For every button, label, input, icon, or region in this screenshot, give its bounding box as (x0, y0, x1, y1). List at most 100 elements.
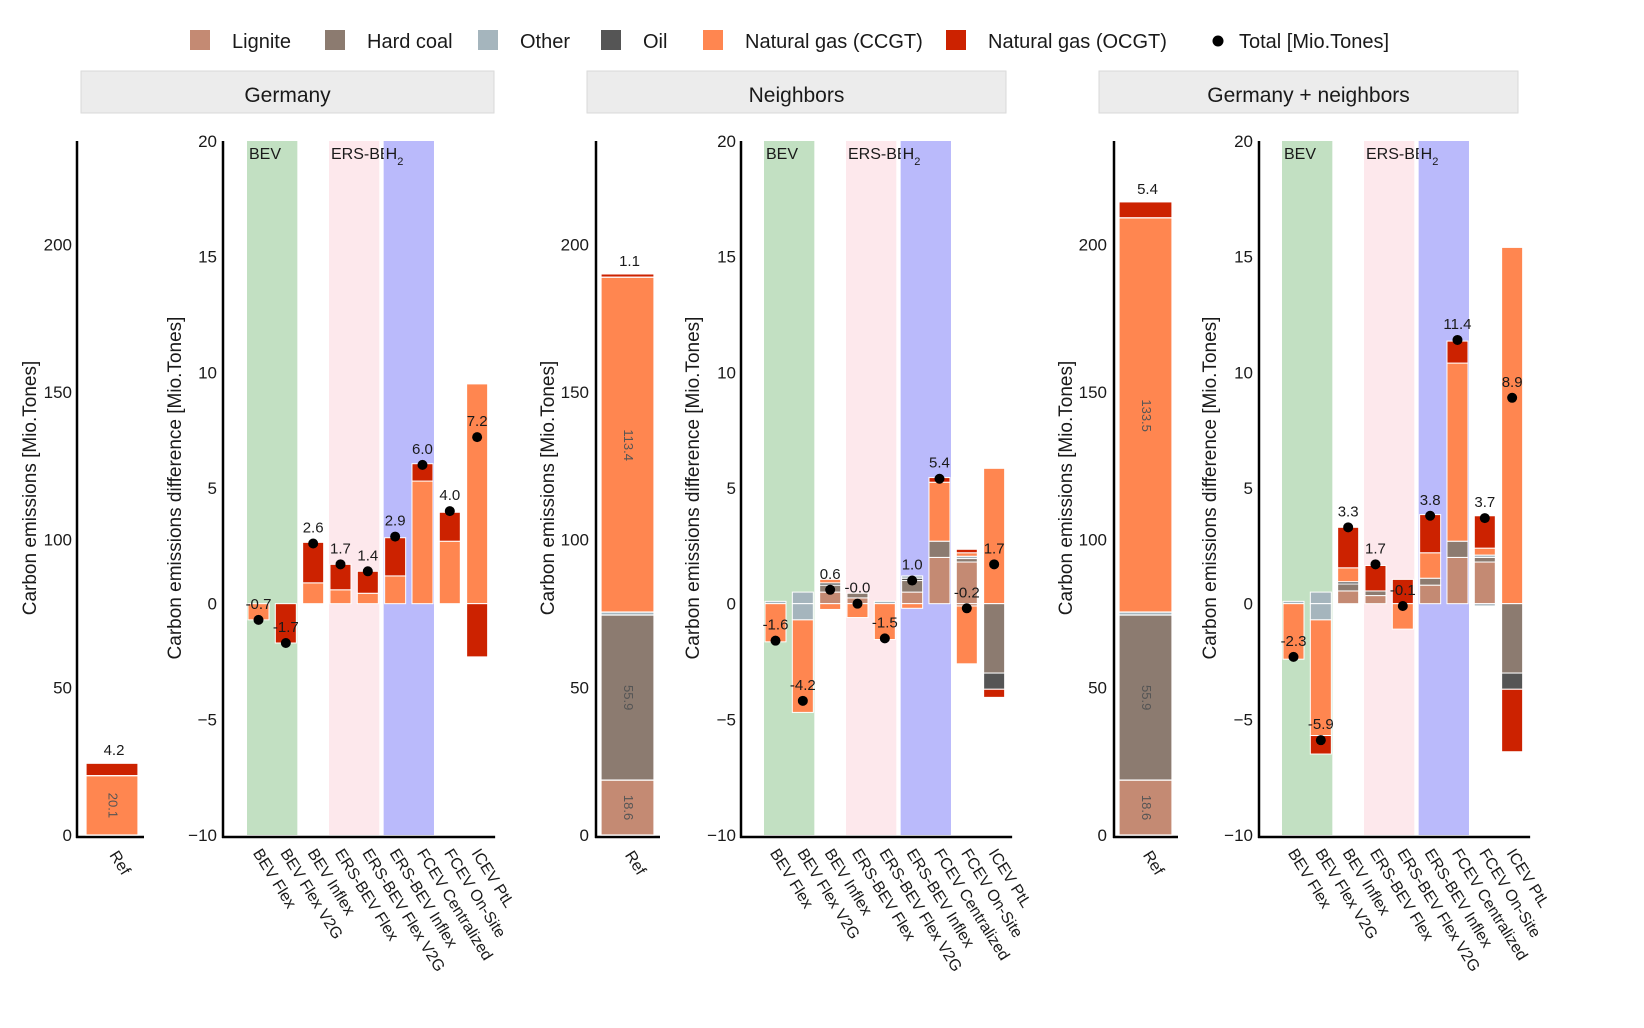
total-label: -1.6 (763, 617, 789, 634)
legend-label-lignite: Lignite (232, 31, 291, 53)
ref-segment-ocgt (1118, 201, 1173, 219)
legend-swatch-total (1212, 35, 1224, 47)
total-label: -4.2 (790, 677, 816, 694)
diff-y-tick: 20 (198, 132, 217, 151)
total-label: -0.0 (845, 580, 871, 597)
diff-segment-ccgt (1282, 603, 1305, 660)
total-label: -0.2 (954, 584, 980, 601)
total-label: 1.4 (357, 547, 378, 564)
diff-y-tick: 5 (1244, 479, 1253, 498)
diff-segment-other (791, 591, 814, 605)
diff-segment-ccgt (955, 605, 978, 665)
ref-segment-ccgt (1118, 217, 1173, 613)
diff-y-tick: −10 (188, 826, 217, 845)
group-label-0: BEV (1284, 146, 1316, 163)
total-marker (852, 598, 863, 609)
total-marker (1452, 334, 1463, 345)
total-label: 5.4 (929, 455, 950, 472)
diff-segment-ocgt (955, 548, 978, 554)
total-marker (308, 538, 319, 549)
total-marker (417, 459, 428, 470)
diff-y-tick: 5 (727, 479, 736, 498)
diff-y-tick: 20 (1234, 132, 1253, 151)
diff-segment-oil (983, 672, 1006, 690)
total-marker (1479, 513, 1490, 524)
group-band-1 (328, 141, 380, 835)
ref-y-tick: 50 (53, 678, 72, 697)
ref-y-tick: 100 (561, 531, 589, 550)
total-marker (280, 637, 291, 648)
diff-y-tick: −5 (1234, 710, 1253, 729)
diff-segment-ccgt (819, 603, 842, 610)
diff-y-title: Carbon emissions difference [Mio.Tones] (1200, 317, 1221, 660)
diff-segment-ocgt (438, 511, 461, 542)
diff-segment-other (1473, 603, 1496, 607)
ref-total-label: 5.4 (1137, 181, 1158, 198)
total-marker (335, 559, 346, 570)
ref-segment-hardcoal (1118, 614, 1173, 781)
diff-y-title: Carbon emissions difference [Mio.Tones] (683, 317, 704, 660)
ref-segment-ccgt (600, 276, 655, 613)
diff-segment-ocgt (1501, 688, 1524, 753)
panel-title: Neighbors (749, 84, 845, 107)
ref-segment-ocgt (600, 273, 655, 278)
ref-y-tick: 200 (44, 235, 72, 254)
diff-segment-hardcoal (1419, 577, 1442, 586)
total-marker (989, 559, 1000, 570)
diff-y-tick: 15 (198, 248, 217, 267)
total-label: 11.4 (1443, 316, 1471, 333)
ref-y-title: Carbon emissions [Mio.Tones] (20, 361, 41, 616)
diff-segment-ccgt (928, 481, 951, 542)
panel-title: Germany (244, 84, 331, 107)
diff-segment-hardcoal (955, 558, 978, 563)
legend-label-other: Other (520, 31, 570, 53)
ref-total-label: 4.2 (104, 742, 125, 759)
diff-segment-ccgt (302, 582, 325, 605)
total-marker (253, 614, 264, 625)
ref-total-label: 1.1 (619, 253, 640, 270)
legend-label-ccgt: Natural gas (CCGT) (745, 31, 923, 53)
diff-segment-ccgt (955, 552, 978, 557)
total-marker (1370, 559, 1381, 570)
total-label: -0.7 (246, 596, 272, 613)
diff-segment-ocgt (1337, 526, 1360, 569)
legend: Lignite Hard coal Other Oil Natural gas (CCG… (190, 30, 1389, 53)
diff-segment-other (791, 603, 814, 621)
total-marker (770, 635, 781, 646)
diff-segment-ccgt (411, 480, 434, 605)
ref-y-tick: 150 (1079, 383, 1107, 402)
diff-segment-hardcoal (928, 540, 951, 558)
legend-label-hardcoal: Hard coal (367, 31, 453, 53)
ref-segment-label: 20.1 (106, 793, 121, 818)
ref-y-tick: 50 (570, 678, 589, 697)
diff-segment-ccgt (1501, 246, 1524, 605)
legend-swatch-ccgt (703, 30, 723, 50)
diff-y-tick: 10 (198, 363, 217, 382)
ref-segment-hardcoal (600, 614, 655, 781)
diff-y-title: Carbon emissions difference [Mio.Tones] (165, 317, 186, 660)
total-marker (797, 695, 808, 706)
panel-title: Germany + neighbors (1207, 84, 1410, 107)
diff-y-tick: 0 (208, 595, 217, 614)
total-marker (1288, 651, 1299, 662)
group-label-0: BEV (249, 146, 281, 163)
total-label: 4.0 (439, 487, 460, 504)
group-band-0 (247, 141, 298, 835)
total-label: 2.9 (385, 513, 406, 530)
diff-segment-ccgt (1337, 567, 1360, 583)
diff-segment-ccgt (819, 578, 842, 584)
total-marker (879, 633, 890, 644)
ref-y-tick: 150 (561, 383, 589, 402)
total-label: 1.7 (984, 540, 1005, 557)
ref-segment-label: 18.6 (621, 795, 636, 820)
total-marker (1315, 735, 1326, 746)
total-label: -1.5 (872, 614, 898, 631)
diff-y-tick: −10 (707, 826, 736, 845)
group-label-0: BEV (766, 146, 798, 163)
total-label: 3.3 (1338, 503, 1359, 520)
diff-segment-oil (1501, 672, 1524, 690)
ref-y-tick: 50 (1088, 678, 1107, 697)
